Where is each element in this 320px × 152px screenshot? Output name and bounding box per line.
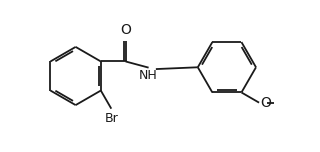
Text: Br: Br [104, 112, 118, 125]
Text: O: O [260, 96, 271, 110]
Text: NH: NH [139, 69, 158, 82]
Text: O: O [120, 23, 131, 37]
